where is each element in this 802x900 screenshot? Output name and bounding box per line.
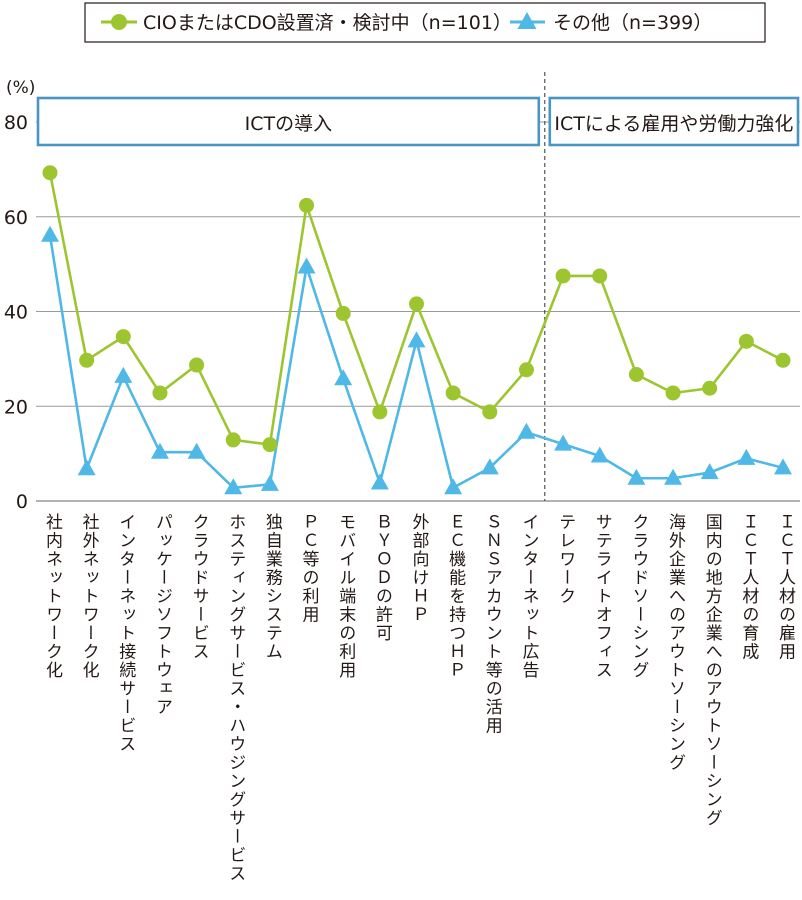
- y-axis-unit-label: (%): [6, 78, 35, 98]
- legend-label-series-1: CIOまたはCDO設置済・検討中（n=101）: [143, 12, 512, 34]
- y-tick-label: 80: [4, 112, 28, 134]
- data-point-series-1: [518, 362, 534, 378]
- data-point-series-2: [224, 478, 243, 495]
- data-point-series-1: [482, 404, 498, 420]
- data-point-series-1: [445, 385, 461, 401]
- group-box-1: [36, 96, 541, 147]
- y-tick-label: 20: [4, 396, 28, 418]
- data-point-series-1: [299, 197, 315, 213]
- x-category-label: ＥＣ機能を持つＨＰ: [445, 513, 466, 680]
- data-point-series-1: [262, 437, 278, 453]
- x-category-label: ＳＮＳアカウント等の活用: [482, 513, 503, 735]
- data-point-series-2: [260, 474, 279, 491]
- data-point-series-1: [225, 432, 241, 448]
- x-category-label: クラウドサービス: [189, 513, 209, 661]
- data-point-series-2: [187, 442, 206, 459]
- data-point-series-2: [627, 468, 646, 485]
- x-category-label: 独自業務システム: [262, 513, 283, 661]
- x-category-label: ＩＣＴ人材の雇用: [775, 513, 796, 661]
- legend-marker-series-1: [111, 14, 127, 30]
- data-point-series-2: [517, 422, 536, 439]
- data-point-series-1: [409, 296, 424, 312]
- data-point-series-1: [665, 385, 681, 401]
- x-category-label: 海外企業へのアウトソーシング: [665, 513, 686, 772]
- data-point-series-2: [737, 448, 756, 465]
- y-tick-label: 60: [4, 207, 28, 229]
- x-category-label: 社内ネットワーク化: [42, 513, 63, 680]
- data-point-series-1: [775, 352, 791, 368]
- data-point-series-2: [444, 478, 463, 495]
- data-point-series-2: [407, 331, 426, 348]
- data-point-series-2: [590, 446, 609, 463]
- x-category-label: クラウドソーシング: [628, 513, 648, 680]
- group-label-1: ICTの導入: [245, 113, 332, 135]
- data-point-series-2: [150, 442, 169, 459]
- legend: CIOまたはCDO設置済・検討中（n=101） その他（n=399）: [84, 2, 766, 43]
- x-category-label: ホスティングサービス・ハウジングサービス: [225, 513, 245, 883]
- data-point-series-1: [42, 165, 58, 181]
- data-point-series-1: [152, 385, 168, 401]
- y-tick-label: 40: [4, 302, 28, 324]
- data-point-series-2: [77, 459, 96, 476]
- data-point-series-2: [554, 434, 573, 451]
- x-category-label: 国内の地方企業へのアウトソーシング: [702, 513, 723, 828]
- x-category-label: 社外ネットワーク化: [79, 513, 100, 680]
- x-category-label: インターネット広告: [518, 513, 539, 680]
- y-tick-label: 0: [16, 491, 28, 513]
- data-point-series-1: [702, 380, 718, 396]
- x-category-label: ＰＣ等の利用: [299, 513, 320, 624]
- legend-label-series-2: その他（n=399）: [553, 12, 712, 34]
- data-point-series-1: [555, 268, 571, 284]
- data-point-series-1: [79, 352, 95, 368]
- data-point-series-2: [334, 369, 353, 386]
- legend-marker-series-2: [517, 12, 537, 29]
- group-label-2: ICTによる雇用や労働力強化: [554, 113, 793, 135]
- data-point-series-1: [592, 268, 608, 284]
- x-category-label: パッケージソフトウェア: [152, 513, 172, 717]
- data-point-series-2: [774, 458, 792, 475]
- data-point-series-2: [664, 468, 683, 485]
- data-point-series-1: [335, 305, 351, 321]
- data-point-series-1: [628, 367, 644, 383]
- data-point-series-2: [41, 225, 59, 242]
- x-category-label: 外部向けＨＰ: [409, 513, 430, 624]
- data-point-series-2: [480, 458, 499, 475]
- legend-box: [84, 2, 766, 43]
- data-point-series-2: [114, 366, 133, 383]
- x-category-label: ＢＹＯＤの許可: [372, 513, 393, 643]
- data-point-series-2: [297, 257, 316, 274]
- data-point-series-1: [115, 329, 131, 345]
- data-point-series-2: [700, 463, 719, 480]
- data-point-series-2: [370, 473, 389, 490]
- data-point-series-1: [189, 357, 205, 373]
- x-category-label: モバイル端末の利用: [335, 513, 356, 680]
- x-category-label: ＩＣＴ人材の育成: [738, 513, 759, 661]
- x-category-label: インターネット接続サービス: [115, 513, 136, 754]
- data-point-series-1: [372, 404, 388, 420]
- group-box-2: [548, 96, 800, 147]
- data-point-series-1: [738, 333, 754, 349]
- x-category-label: サテライトオフィス: [592, 513, 612, 680]
- x-category-label: テレワーク: [555, 513, 575, 606]
